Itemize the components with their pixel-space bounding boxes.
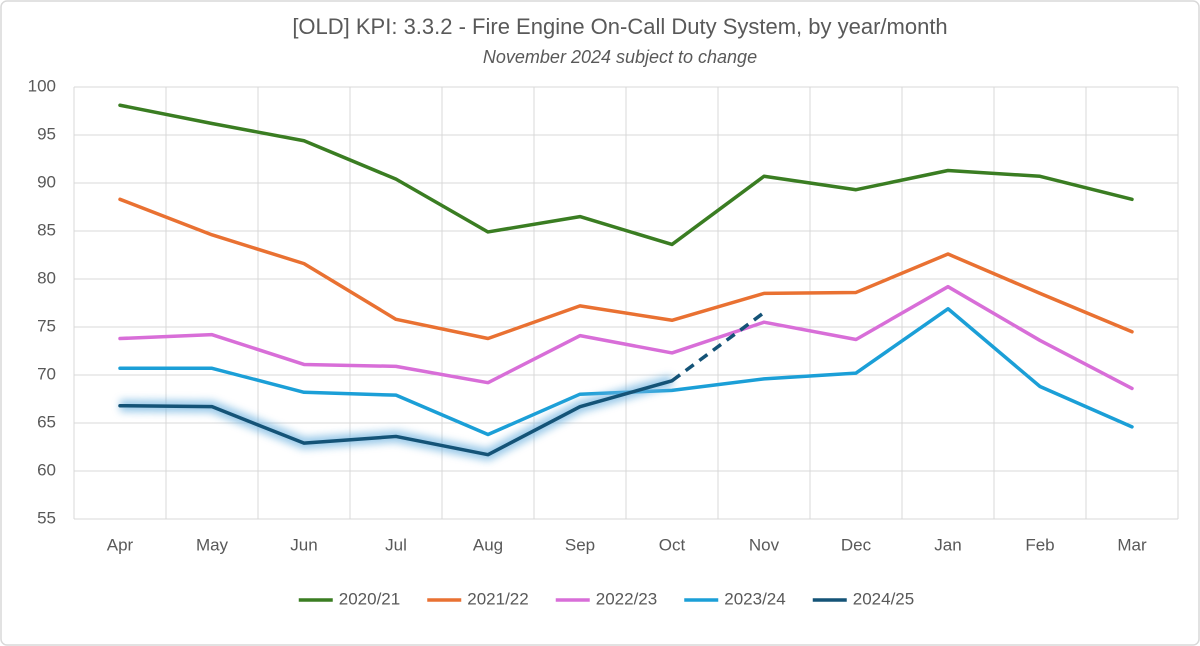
series-line — [118, 197, 1134, 341]
x-tick-label: Jun — [290, 535, 317, 554]
series-line — [118, 103, 1134, 247]
x-tick-label: Feb — [1025, 535, 1054, 554]
y-tick-label: 100 — [28, 76, 56, 95]
series-line — [118, 379, 674, 457]
legend-label: 2020/21 — [339, 589, 400, 608]
x-tick-label: Dec — [841, 535, 872, 554]
legend-label: 2023/24 — [724, 589, 785, 608]
chart-title: [OLD] KPI: 3.3.2 - Fire Engine On-Call D… — [292, 14, 947, 39]
x-tick-label: Aug — [473, 535, 503, 554]
x-tick-label: Sep — [565, 535, 595, 554]
x-tick-label: Mar — [1117, 535, 1147, 554]
y-tick-label: 65 — [37, 412, 56, 431]
y-tick-label: 55 — [37, 508, 56, 527]
x-tick-label: Jul — [385, 535, 407, 554]
legend-label: 2021/22 — [467, 589, 528, 608]
dashed-segment — [670, 311, 766, 383]
y-tick-label: 70 — [37, 364, 56, 383]
chart-subtitle: November 2024 subject to change — [483, 47, 757, 67]
y-tick-label: 90 — [37, 172, 56, 191]
y-tick-label: 60 — [37, 460, 56, 479]
x-tick-label: Oct — [659, 535, 686, 554]
x-tick-label: Nov — [749, 535, 780, 554]
y-tick-label: 95 — [37, 124, 56, 143]
legend-label: 2022/23 — [596, 589, 657, 608]
y-tick-label: 75 — [37, 316, 56, 335]
y-tick-label: 85 — [37, 220, 56, 239]
x-tick-label: Apr — [107, 535, 134, 554]
legend-label: 2024/25 — [853, 589, 914, 608]
y-tick-label: 80 — [37, 268, 56, 287]
series-line — [118, 284, 1134, 391]
x-tick-label: Jan — [934, 535, 961, 554]
x-tick-label: May — [196, 535, 229, 554]
